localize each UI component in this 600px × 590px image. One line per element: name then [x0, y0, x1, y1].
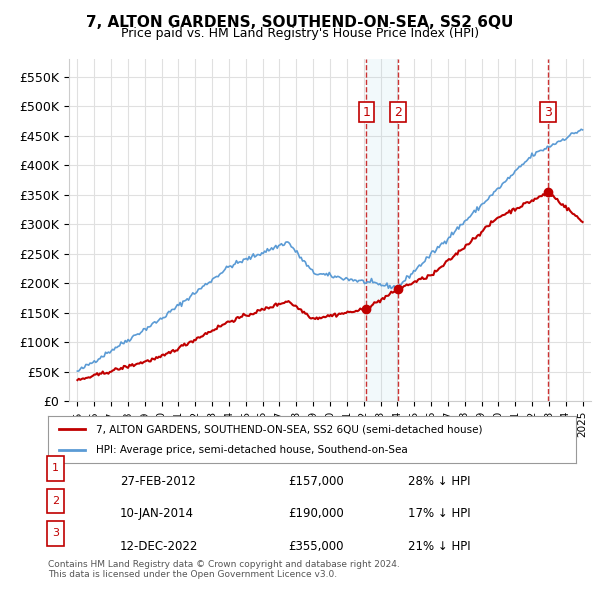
Text: 17% ↓ HPI: 17% ↓ HPI [408, 507, 470, 520]
Text: 7, ALTON GARDENS, SOUTHEND-ON-SEA, SS2 6QU (semi-detached house): 7, ALTON GARDENS, SOUTHEND-ON-SEA, SS2 6… [95, 424, 482, 434]
Text: £157,000: £157,000 [288, 475, 344, 488]
Text: 1: 1 [362, 106, 370, 119]
Text: 2: 2 [394, 106, 402, 119]
Bar [366, 59, 398, 401]
Text: 2: 2 [52, 496, 59, 506]
Text: 1: 1 [52, 464, 59, 473]
Text: 7, ALTON GARDENS, SOUTHEND-ON-SEA, SS2 6QU: 7, ALTON GARDENS, SOUTHEND-ON-SEA, SS2 6… [86, 15, 514, 30]
Text: 3: 3 [52, 529, 59, 538]
Text: 28% ↓ HPI: 28% ↓ HPI [408, 475, 470, 488]
Text: 3: 3 [544, 106, 552, 119]
Text: HPI: Average price, semi-detached house, Southend-on-Sea: HPI: Average price, semi-detached house,… [95, 445, 407, 455]
Text: 10-JAN-2014: 10-JAN-2014 [120, 507, 194, 520]
Text: 12-DEC-2022: 12-DEC-2022 [120, 540, 199, 553]
Text: Contains HM Land Registry data © Crown copyright and database right 2024.
This d: Contains HM Land Registry data © Crown c… [48, 560, 400, 579]
Text: 21% ↓ HPI: 21% ↓ HPI [408, 540, 470, 553]
Text: Price paid vs. HM Land Registry's House Price Index (HPI): Price paid vs. HM Land Registry's House … [121, 27, 479, 40]
Text: £190,000: £190,000 [288, 507, 344, 520]
Text: £355,000: £355,000 [288, 540, 343, 553]
Text: 27-FEB-2012: 27-FEB-2012 [120, 475, 196, 488]
